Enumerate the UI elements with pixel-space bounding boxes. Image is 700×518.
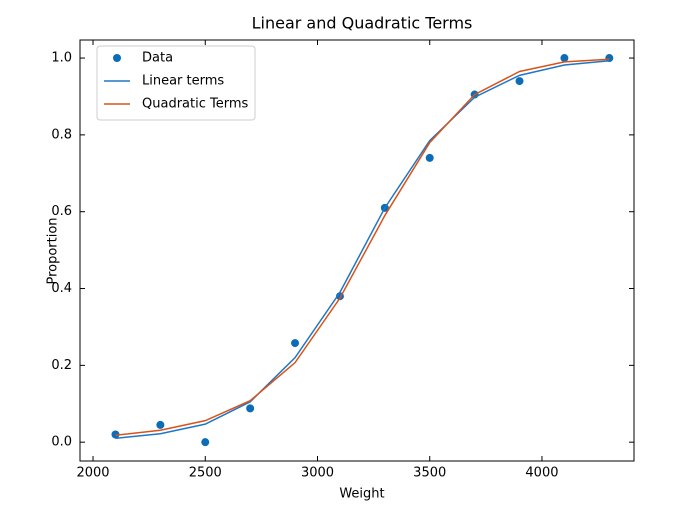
line — [115, 58, 610, 437]
y-axis-label: Proportion — [46, 217, 61, 284]
x-tick-label: 3000 — [301, 466, 334, 481]
y-tick-label: 0.0 — [51, 435, 72, 450]
point — [201, 438, 210, 447]
legend-marker — [113, 54, 121, 62]
y-tick-label: 0.8 — [51, 127, 72, 142]
plot-frame — [79, 39, 635, 462]
point — [111, 430, 120, 439]
point — [291, 339, 300, 348]
y-tick-label: 0.2 — [51, 358, 72, 373]
y-tick-label: 0.6 — [51, 204, 72, 219]
legend-label: Linear terms — [142, 74, 224, 89]
point — [156, 420, 165, 429]
chart-title: Linear and Quadratic Terms — [252, 14, 473, 33]
x-tick-label: 2500 — [189, 466, 222, 481]
point — [425, 153, 434, 162]
point — [560, 54, 569, 63]
legend-box — [96, 45, 256, 121]
x-axis-label: Weight — [339, 487, 384, 502]
point — [246, 404, 255, 413]
y-tick-label: 0.4 — [51, 281, 72, 296]
legend-label: Data — [142, 51, 173, 66]
point — [515, 77, 524, 86]
x-tick-label: 2000 — [76, 466, 109, 481]
x-tick-label: 3500 — [413, 466, 446, 481]
y-tick-label: 1.0 — [51, 51, 72, 66]
x-tick-label: 4000 — [525, 466, 558, 481]
legend-label: Quadratic Terms — [142, 97, 248, 112]
line — [115, 59, 610, 440]
legend: Data Linear terms Quadratic Terms — [96, 45, 256, 121]
